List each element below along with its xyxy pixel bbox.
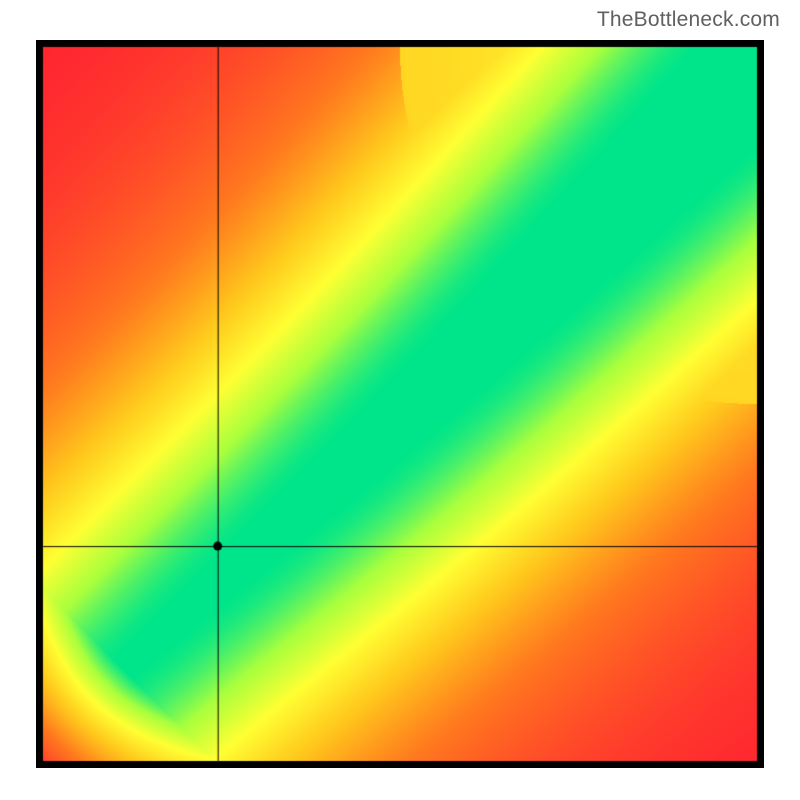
crosshair-overlay [36,40,764,768]
watermark-text: TheBottleneck.com [597,8,780,32]
heatmap-plot [36,40,764,768]
